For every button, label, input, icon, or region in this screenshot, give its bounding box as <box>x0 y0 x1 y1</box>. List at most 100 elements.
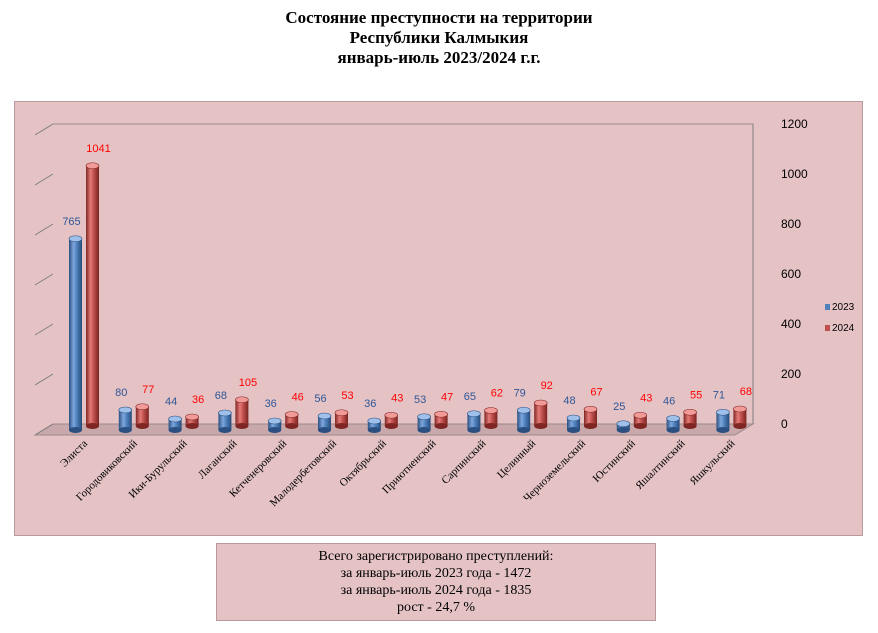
bar-2023-top <box>516 406 531 414</box>
data-label-2024: 43 <box>391 392 403 404</box>
legend-label-2024: 2024 <box>832 323 855 334</box>
bar-2023 <box>218 413 232 430</box>
bar-2023-top <box>566 414 581 422</box>
bar-2024 <box>185 417 199 426</box>
data-label-2024: 46 <box>292 392 304 404</box>
bar-2024-top <box>583 405 598 413</box>
data-label-2024: 68 <box>740 386 752 398</box>
legend-swatch-2023 <box>825 304 830 310</box>
bar-2023-top <box>218 409 232 417</box>
bar-2024 <box>434 414 448 426</box>
bar-2023-top <box>267 417 282 425</box>
category-label: Яшкульский <box>688 438 738 488</box>
bar-2024-base <box>285 423 299 429</box>
category-label: Сарпинский <box>439 438 488 487</box>
legend-swatch-2024 <box>825 325 830 331</box>
y-depth-tick <box>34 423 54 436</box>
y-tick-label: 1000 <box>781 167 808 181</box>
data-label-2024: 43 <box>640 392 652 404</box>
data-label-2024: 77 <box>142 384 154 396</box>
bar-2024-top <box>633 411 648 419</box>
bar-2023-top <box>118 406 133 414</box>
bar-2024-base <box>484 423 498 429</box>
data-label-2024: 105 <box>239 377 257 389</box>
bar-2024 <box>733 409 747 426</box>
bar-2023-top <box>417 413 431 421</box>
chart-title-line-3: январь-июль 2023/2024 г.г. <box>337 48 541 67</box>
bar-2023-base <box>567 427 580 433</box>
data-label-2024: 53 <box>341 390 353 402</box>
data-label-2024: 92 <box>541 380 553 392</box>
bar-2024-base <box>335 423 348 429</box>
bar-2024 <box>633 415 647 426</box>
bar-2024-base <box>86 423 99 429</box>
bar-2024-base <box>683 423 697 429</box>
data-label-2024: 47 <box>441 391 453 403</box>
category-label: Октябрьский <box>337 438 389 490</box>
y-depth-tick <box>34 173 54 186</box>
data-label-2023: 56 <box>314 393 326 405</box>
bar-2023-base <box>318 427 331 433</box>
bar-2023-top <box>467 410 481 418</box>
bar-2024 <box>335 412 348 426</box>
data-label-2023: 36 <box>364 398 376 410</box>
bar-2023-base <box>716 427 730 433</box>
bar-2023 <box>118 410 132 430</box>
chart-title-line-2: Республики Калмыкия <box>349 28 529 47</box>
bar-2024-top <box>683 408 697 416</box>
data-label-2024: 62 <box>491 388 503 400</box>
category-label: Элиста <box>58 438 90 470</box>
bar-2023-top <box>616 420 631 428</box>
bar-2023 <box>467 413 481 430</box>
y-depth-tick <box>34 123 54 136</box>
bar-2023-base <box>168 427 182 433</box>
bar-2023-base <box>467 427 481 433</box>
bar-2024-base <box>384 423 398 429</box>
category-label: Приютненский <box>380 438 439 497</box>
summary-box: Всего зарегистрировано преступлений: за … <box>216 543 656 621</box>
category-label: Юстинский <box>591 438 638 485</box>
y-tick-label: 400 <box>781 317 801 331</box>
y-tick-label: 1200 <box>781 117 808 131</box>
bar-2023 <box>69 238 82 430</box>
bar-2023-base <box>616 427 630 433</box>
bar-2023 <box>716 412 730 430</box>
bar-2023-base <box>517 427 531 433</box>
bar-2023 <box>517 410 531 430</box>
data-label-2024: 1041 <box>86 143 110 155</box>
summary-line-1: Всего зарегистрировано преступлений: <box>318 549 554 564</box>
data-label-2023: 48 <box>563 395 575 407</box>
bar-2024-base <box>633 423 647 429</box>
data-label-2023: 71 <box>713 389 725 401</box>
y-tick-label: 600 <box>781 267 801 281</box>
y-tick-label: 800 <box>781 217 801 231</box>
data-label-2023: 80 <box>115 387 127 399</box>
y-depth-tick <box>34 273 54 286</box>
bar-2024-top <box>85 162 100 170</box>
bar-2023 <box>318 416 331 430</box>
data-label-2023: 68 <box>215 390 227 402</box>
bar-2024 <box>235 399 249 426</box>
bar-2024 <box>135 406 149 426</box>
summary-line-4: рост - 24,7 % <box>396 600 475 615</box>
bar-2023-top <box>68 235 83 243</box>
chart-title-line-1: Состояние преступности на территории <box>285 8 593 27</box>
legend-label-2023: 2023 <box>832 302 855 313</box>
data-label-2023: 765 <box>62 216 80 228</box>
bar-2024-top <box>334 409 349 417</box>
bar-2024 <box>484 410 498 426</box>
y-tick-label: 0 <box>781 417 788 431</box>
bar-2024-top <box>484 407 498 414</box>
data-label-2024: 36 <box>192 394 204 406</box>
bar-2024-base <box>733 423 747 429</box>
category-label: Целинный <box>495 438 538 481</box>
y-tick-label: 200 <box>781 367 801 381</box>
bar-2023-top <box>317 412 332 420</box>
bar-2023-top <box>168 415 182 423</box>
data-label-2024: 67 <box>590 386 602 398</box>
bar-2024-base <box>185 423 199 429</box>
bar-2024-top <box>185 413 199 421</box>
y-depth-tick <box>34 373 54 386</box>
bar-2023-base <box>666 427 680 433</box>
bar-2024 <box>86 165 99 426</box>
